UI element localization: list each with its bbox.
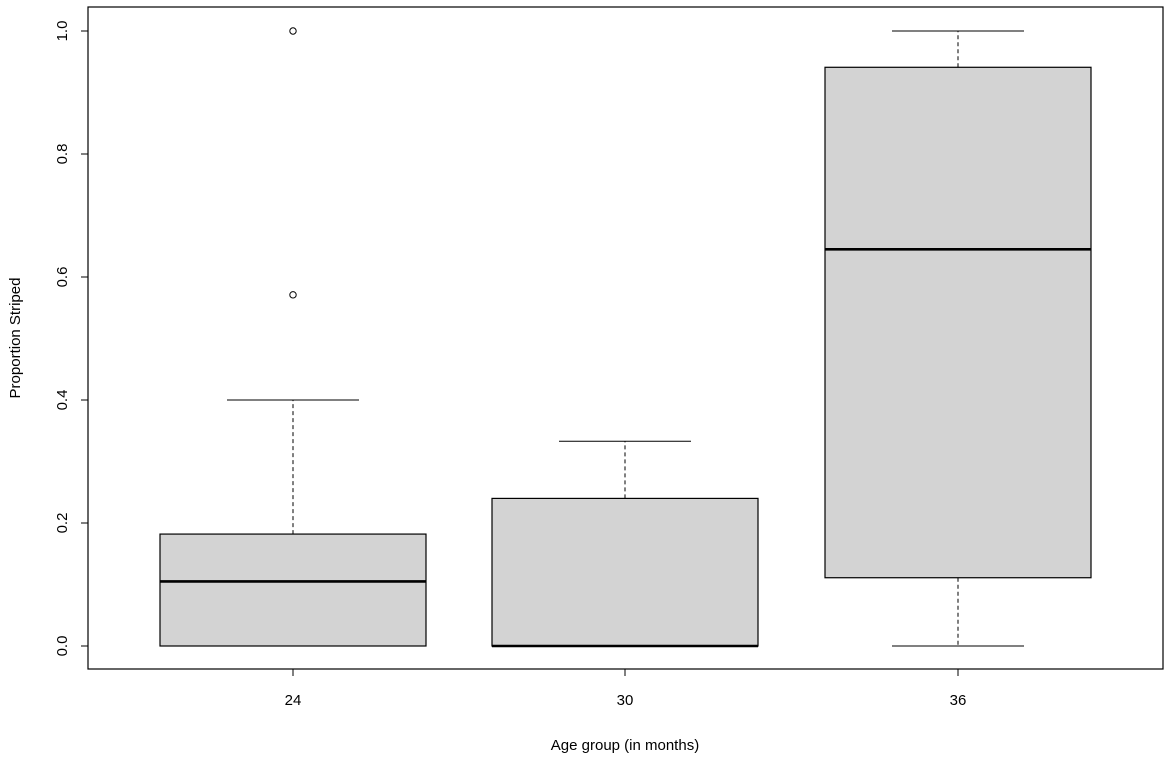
y-axis-title: Proportion Striped xyxy=(7,278,24,399)
y-tick-label: 0.2 xyxy=(54,513,71,534)
box-iqr xyxy=(824,66,1092,579)
box-30 xyxy=(491,440,759,648)
outlier-point xyxy=(289,27,297,35)
y-axis: 0.0 0.2 0.4 0.6 0.8 1.0 xyxy=(54,21,89,657)
box-iqr xyxy=(159,533,427,647)
x-tick-label: 30 xyxy=(617,692,634,709)
y-tick-label: 0.8 xyxy=(54,144,71,165)
box-24 xyxy=(159,27,427,647)
y-tick-label: 0.4 xyxy=(54,390,71,411)
outlier-point xyxy=(289,291,297,299)
y-tick-label: 0.6 xyxy=(54,267,71,288)
x-axis-title: Age group (in months) xyxy=(551,737,699,754)
box-group xyxy=(159,27,1092,648)
box-36 xyxy=(824,30,1092,647)
box-iqr xyxy=(491,497,759,647)
x-axis: 24 30 36 xyxy=(285,668,967,709)
x-tick-label: 24 xyxy=(285,692,302,709)
y-tick-label: 1.0 xyxy=(54,21,71,42)
y-tick-label: 0.0 xyxy=(54,636,71,657)
x-tick-label: 36 xyxy=(950,692,967,709)
